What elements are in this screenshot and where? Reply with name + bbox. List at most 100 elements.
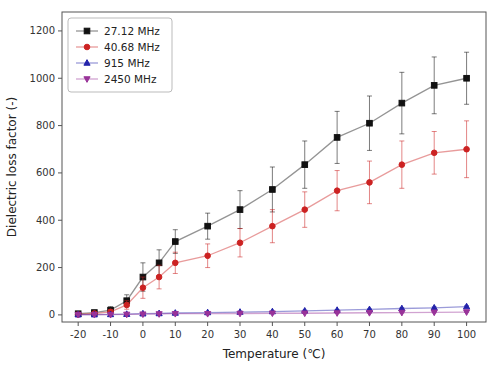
- error-bar: [205, 213, 210, 239]
- error-bar: [238, 191, 243, 229]
- legend-label: 915 MHz: [104, 57, 150, 69]
- y-tick-label: 0: [49, 309, 55, 320]
- y-tick: [58, 30, 62, 31]
- data-point: [205, 223, 211, 229]
- error-bar: [173, 252, 178, 273]
- x-tick: [337, 322, 338, 326]
- data-point: [75, 312, 81, 318]
- x-tick: [401, 322, 402, 326]
- error-bar: [157, 265, 162, 289]
- data-point: [334, 135, 340, 141]
- series: [75, 303, 470, 317]
- chart: -20-100102030405060708090100020040060080…: [0, 0, 500, 368]
- data-point: [237, 311, 243, 317]
- data-point: [464, 303, 470, 309]
- x-axis-label: Temperature (℃): [222, 347, 326, 361]
- error-bar: [399, 72, 404, 134]
- x-tick-label: -10: [102, 329, 118, 340]
- data-point: [302, 311, 308, 317]
- legend-marker: [84, 77, 90, 83]
- series-line: [78, 78, 466, 313]
- error-bar: [173, 230, 178, 254]
- error-bar: [140, 277, 145, 298]
- data-point: [367, 180, 373, 186]
- error-bar: [464, 52, 469, 104]
- data-point: [237, 207, 243, 213]
- x-tick: [466, 322, 467, 326]
- data-point: [91, 312, 97, 318]
- y-tick-label: 1200: [30, 25, 55, 36]
- x-tick-label: 80: [395, 329, 408, 340]
- data-point: [367, 120, 373, 126]
- data-point: [464, 75, 470, 81]
- error-bar: [367, 161, 372, 204]
- data-point: [399, 310, 405, 316]
- legend-box: [68, 18, 172, 92]
- y-tick: [58, 78, 62, 79]
- data-point: [172, 311, 178, 317]
- y-axis-label: Dielectric loss factor (-): [5, 97, 19, 237]
- data-point: [334, 188, 340, 194]
- data-point: [464, 310, 470, 316]
- data-point: [334, 311, 340, 317]
- data-point: [431, 304, 437, 310]
- y-tick-label: 200: [36, 262, 55, 273]
- data-point: [431, 150, 437, 156]
- data-point: [302, 207, 308, 213]
- x-tick: [207, 322, 208, 326]
- y-tick: [58, 267, 62, 268]
- y-tick: [58, 314, 62, 315]
- legend-label: 40.68 MHz: [104, 41, 160, 53]
- legend-label: 2450 MHz: [104, 73, 157, 85]
- x-tick-label: 90: [428, 329, 441, 340]
- error-bar: [432, 57, 437, 114]
- data-point: [270, 223, 276, 229]
- data-point: [399, 162, 405, 168]
- data-point: [156, 312, 162, 318]
- x-tick: [78, 322, 79, 326]
- x-tick-label: 0: [140, 329, 146, 340]
- y-tick: [58, 172, 62, 173]
- error-bar: [464, 121, 469, 178]
- error-bar: [399, 141, 404, 188]
- legend-label: 27.12 MHz: [104, 25, 160, 37]
- data-point: [156, 274, 162, 280]
- series: [75, 310, 470, 318]
- error-bar: [335, 111, 340, 163]
- x-tick-label: -20: [70, 329, 86, 340]
- x-tick-label: 60: [331, 329, 344, 340]
- data-point: [124, 302, 130, 308]
- data-point: [464, 146, 470, 152]
- series: [75, 121, 469, 317]
- data-point: [205, 253, 211, 259]
- y-tick-label: 800: [36, 120, 55, 131]
- series-line: [78, 149, 466, 314]
- data-point: [140, 312, 146, 318]
- data-point: [431, 310, 437, 316]
- data-point: [140, 285, 146, 291]
- error-bar: [205, 244, 210, 268]
- x-tick: [304, 322, 305, 326]
- x-tick: [175, 322, 176, 326]
- x-tick: [110, 322, 111, 326]
- error-bar: [302, 192, 307, 227]
- data-point: [172, 239, 178, 245]
- legend-marker: [84, 28, 90, 34]
- legend-marker: [84, 60, 90, 66]
- data-point: [75, 312, 81, 318]
- data-point: [431, 83, 437, 89]
- x-tick-label: 30: [234, 329, 247, 340]
- data-point: [302, 162, 308, 168]
- x-tick: [240, 322, 241, 326]
- x-tick-label: 70: [363, 329, 376, 340]
- error-bar: [302, 141, 307, 188]
- data-point: [172, 260, 178, 266]
- error-bar: [238, 229, 243, 257]
- y-tick-label: 400: [36, 215, 55, 226]
- y-tick-label: 1000: [30, 73, 55, 84]
- x-tick: [142, 322, 143, 326]
- x-tick-label: 100: [457, 329, 476, 340]
- data-point: [270, 187, 276, 193]
- error-bar: [270, 167, 275, 212]
- data-point: [399, 100, 405, 106]
